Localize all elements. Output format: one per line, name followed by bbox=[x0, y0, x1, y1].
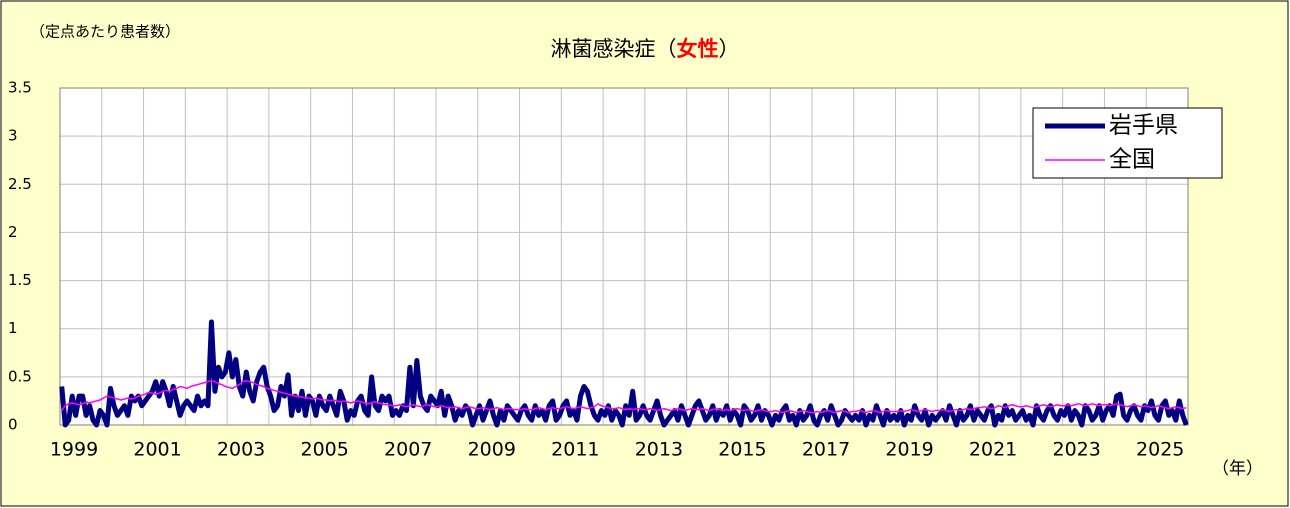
series-line bbox=[59, 319, 1189, 428]
x-tick-label: 2015 bbox=[718, 439, 766, 461]
x-tick-label: 1999 bbox=[50, 439, 98, 461]
y-tick-label: 1.5 bbox=[8, 271, 32, 289]
plot-area bbox=[60, 88, 1188, 425]
x-tick-label: 2013 bbox=[635, 439, 683, 461]
title-part: ） bbox=[719, 37, 740, 61]
x-tick-label: 2011 bbox=[551, 439, 599, 461]
y-tick-label: 2.5 bbox=[8, 175, 32, 193]
y-axis-label: （定点あたり患者数） bbox=[30, 23, 180, 41]
x-tick-label: 2001 bbox=[133, 439, 181, 461]
legend-label: 岩手県 bbox=[1109, 113, 1178, 139]
legend-label: 全国 bbox=[1109, 147, 1155, 173]
series-line bbox=[61, 379, 1187, 414]
chart-title: 淋菌感染症（女性） bbox=[551, 37, 740, 61]
x-tick-label: 2025 bbox=[1136, 439, 1184, 461]
x-axis-label: （年） bbox=[1212, 459, 1263, 479]
x-tick-label: 2021 bbox=[969, 439, 1017, 461]
title-part: 淋菌感染症（ bbox=[551, 37, 677, 61]
x-tick-label: 2017 bbox=[802, 439, 850, 461]
x-tick-label: 2009 bbox=[468, 439, 516, 461]
y-tick-label: 0 bbox=[8, 416, 18, 434]
x-tick-label: 2023 bbox=[1052, 439, 1100, 461]
y-tick-label: 3 bbox=[8, 127, 18, 145]
y-tick-label: 2 bbox=[8, 223, 18, 241]
y-tick-label: 1 bbox=[8, 319, 18, 337]
title-part: 女性 bbox=[677, 37, 719, 61]
x-tick-label: 2019 bbox=[885, 439, 933, 461]
x-tick-label: 2003 bbox=[217, 439, 265, 461]
y-tick-label: 3.5 bbox=[8, 79, 32, 97]
legend-box bbox=[1032, 107, 1223, 179]
x-tick-label: 2005 bbox=[300, 439, 348, 461]
x-tick-label: 2007 bbox=[384, 439, 432, 461]
y-tick-label: 0.5 bbox=[8, 367, 32, 385]
